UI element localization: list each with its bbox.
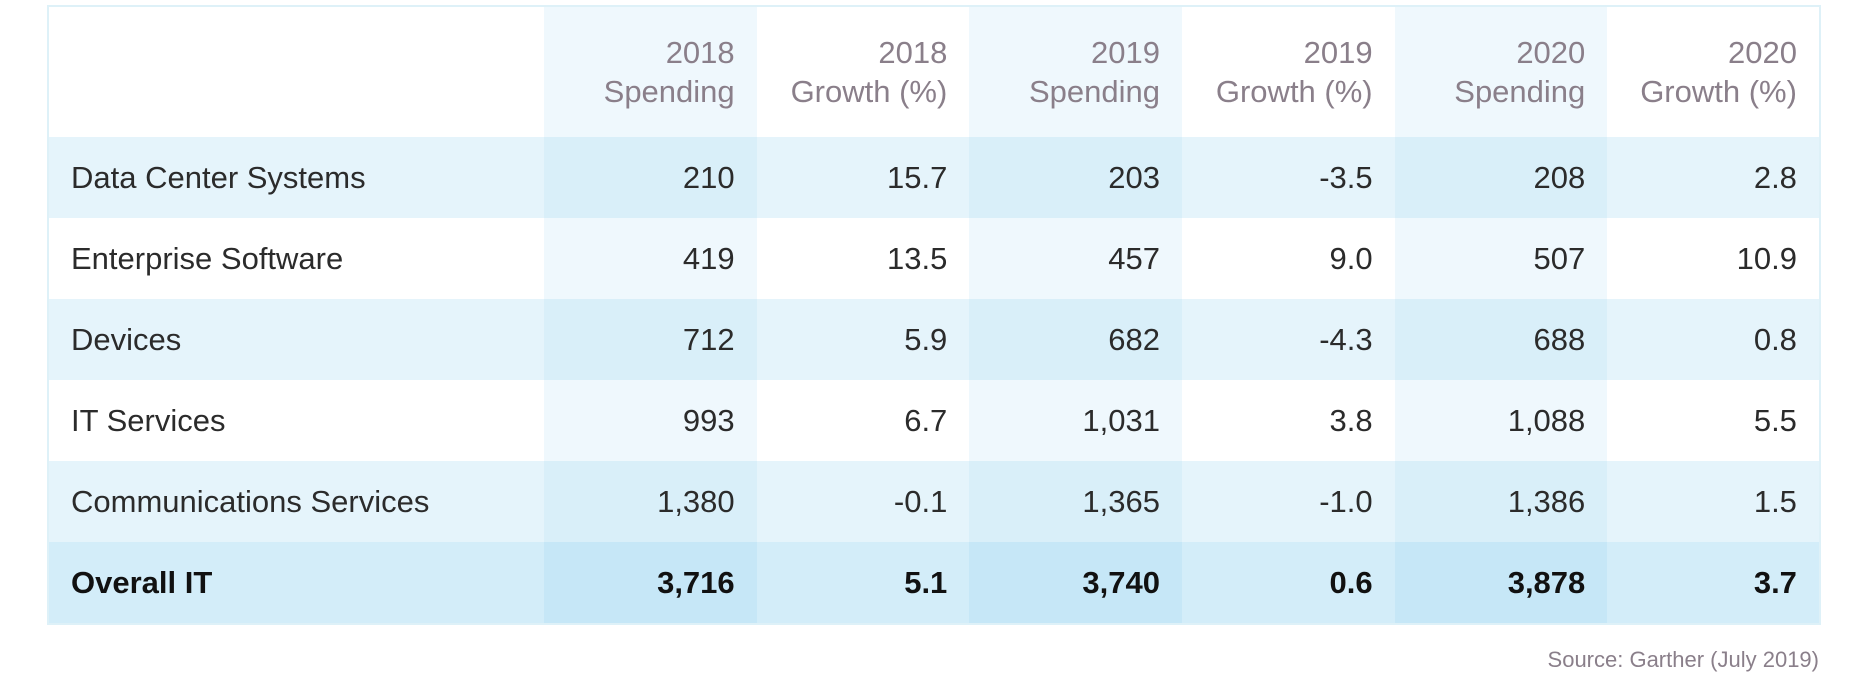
header-metric: Growth (%)	[790, 74, 948, 109]
cell-growth-value: 6.7	[756, 380, 970, 461]
cell-growth-value: 15.7	[756, 137, 970, 218]
header-year: 2019	[1303, 35, 1373, 70]
cell-growth-value: 3.7	[1607, 542, 1820, 624]
cell-spending-value: 3,716	[544, 542, 757, 624]
table-row: Communications Services 1,380 -0.1 1,365 -1.…	[48, 461, 1820, 542]
table-header-row: 2018 Spending 2018 Growth (%) 2019 Spend…	[48, 6, 1820, 137]
header-cell-2019-spending: 2019 Spending	[969, 6, 1182, 137]
cell-spending-value: 712	[544, 299, 757, 380]
spending-table-container: 2018 Spending 2018 Growth (%) 2019 Spend…	[47, 5, 1821, 673]
cell-spending-value: 682	[969, 299, 1182, 380]
table-row: Enterprise Software 419 13.5 457 9.0 507 10.9	[48, 218, 1820, 299]
table-row-total: Overall IT 3,716 5.1 3,740 0.6 3,878 3.7	[48, 542, 1820, 624]
cell-growth-value: 3.8	[1181, 380, 1395, 461]
row-label: Overall IT	[48, 542, 544, 624]
cell-growth-value: 5.9	[756, 299, 970, 380]
cell-growth-value: 0.8	[1607, 299, 1820, 380]
row-label: Devices	[48, 299, 544, 380]
cell-spending-value: 1,380	[544, 461, 757, 542]
cell-spending-value: 1,386	[1394, 461, 1608, 542]
source-note: Source: Garther (July 2019)	[1547, 647, 1819, 672]
cell-growth-value: -3.5	[1181, 137, 1395, 218]
cell-spending-value: 208	[1394, 137, 1608, 218]
header-metric: Spending	[1454, 74, 1586, 109]
row-label: Data Center Systems	[48, 137, 544, 218]
header-cell-label	[48, 6, 544, 137]
cell-growth-value: 1.5	[1607, 461, 1820, 542]
cell-growth-value: 13.5	[756, 218, 970, 299]
header-cell-2020-spending: 2020 Spending	[1394, 6, 1608, 137]
header-cell-2020-growth: 2020 Growth (%)	[1607, 6, 1820, 137]
cell-spending-value: 688	[1394, 299, 1608, 380]
header-year: 2020	[1727, 35, 1797, 70]
cell-spending-value: 993	[544, 380, 757, 461]
cell-growth-value: -1.0	[1181, 461, 1395, 542]
cell-growth-value: 5.5	[1607, 380, 1820, 461]
cell-spending-value: 419	[544, 218, 757, 299]
header-year: 2018	[878, 35, 948, 70]
header-year: 2019	[1091, 35, 1160, 70]
row-label: Enterprise Software	[48, 218, 544, 299]
cell-growth-value: 2.8	[1607, 137, 1820, 218]
header-cell-2018-growth: 2018 Growth (%)	[756, 6, 970, 137]
row-label: Communications Services	[48, 461, 544, 542]
table-row: IT Services 993 6.7 1,031 3.8 1,088 5.5	[48, 380, 1820, 461]
cell-growth-value: 0.6	[1181, 542, 1395, 624]
row-label: IT Services	[48, 380, 544, 461]
header-metric: Spending	[1028, 74, 1160, 109]
cell-growth-value: 9.0	[1181, 218, 1395, 299]
cell-spending-value: 457	[969, 218, 1182, 299]
cell-growth-value: 5.1	[756, 542, 970, 624]
cell-growth-value: -4.3	[1181, 299, 1395, 380]
table-row: Data Center Systems 210 15.7 203 -3.5 208 2.8	[48, 137, 1820, 218]
header-year: 2020	[1516, 35, 1586, 70]
cell-growth-value: -0.1	[756, 461, 970, 542]
cell-spending-value: 1,088	[1394, 380, 1608, 461]
cell-growth-value: 10.9	[1607, 218, 1820, 299]
table-body: Data Center Systems 210 15.7 203 -3.5 208 2.8 E…	[48, 137, 1820, 624]
header-cell-2019-growth: 2019 Growth (%)	[1181, 6, 1395, 137]
cell-spending-value: 210	[544, 137, 757, 218]
header-metric: Growth (%)	[1215, 74, 1373, 109]
cell-spending-value: 3,740	[969, 542, 1182, 624]
cell-spending-value: 203	[969, 137, 1182, 218]
table-row: Devices 712 5.9 682 -4.3 688 0.8	[48, 299, 1820, 380]
cell-spending-value: 1,365	[969, 461, 1182, 542]
header-metric: Spending	[603, 74, 735, 109]
it-spending-table: 2018 Spending 2018 Growth (%) 2019 Spend…	[47, 5, 1821, 625]
cell-spending-value: 1,031	[969, 380, 1182, 461]
header-year: 2018	[665, 35, 735, 70]
header-cell-2018-spending: 2018 Spending	[544, 6, 757, 137]
cell-spending-value: 3,878	[1394, 542, 1608, 624]
cell-spending-value: 507	[1394, 218, 1608, 299]
header-metric: Growth (%)	[1640, 74, 1797, 109]
